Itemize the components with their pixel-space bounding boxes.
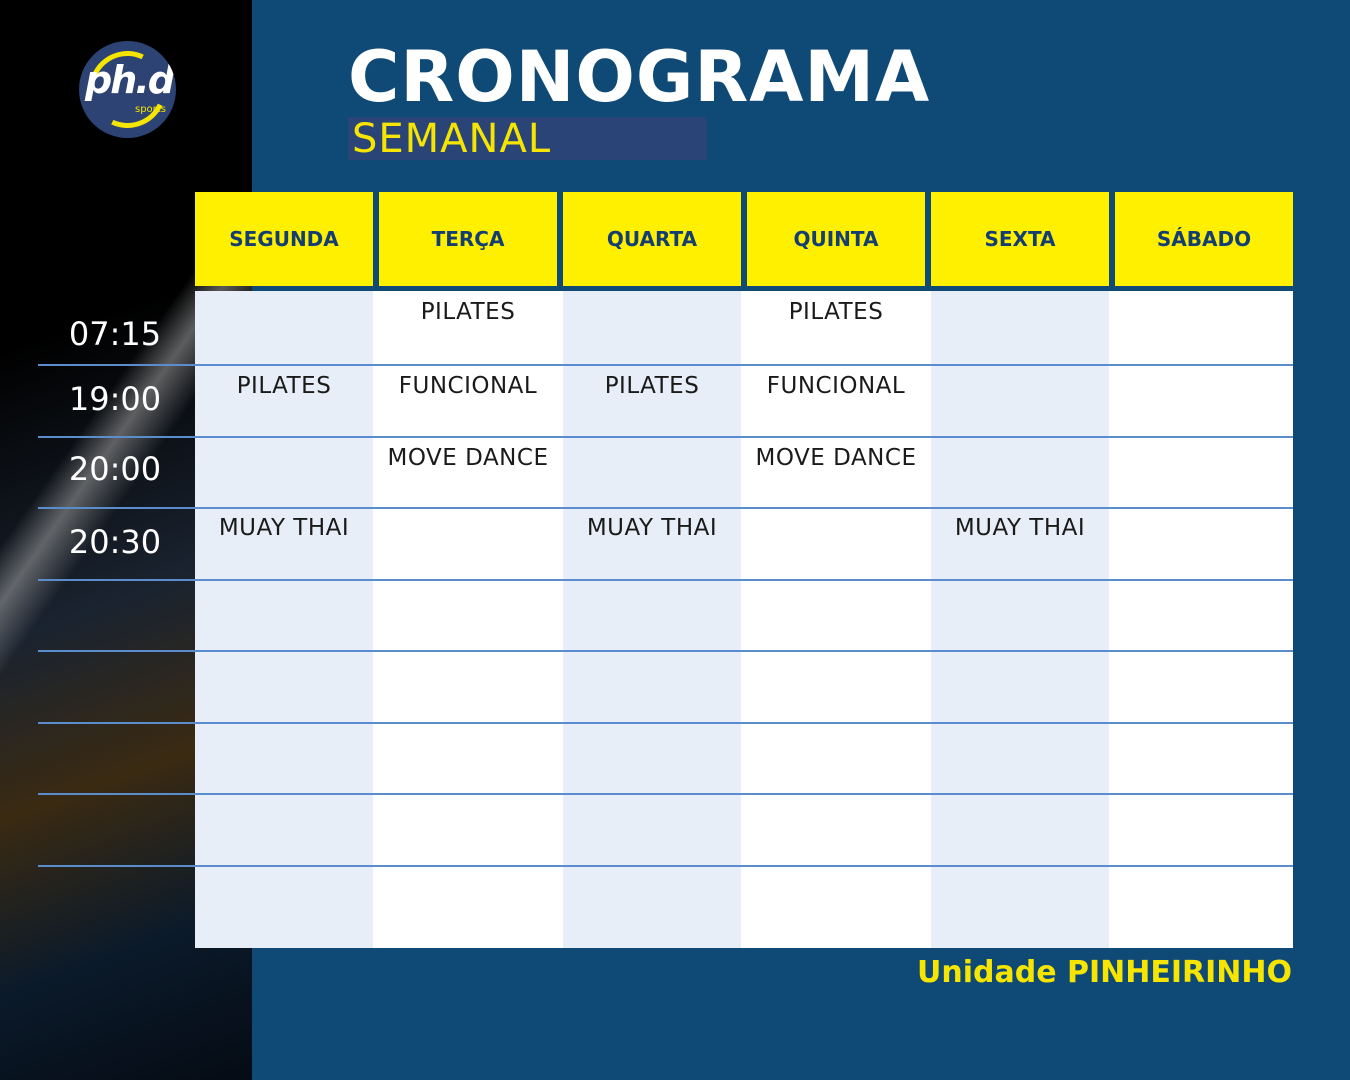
time-label: 20:00 xyxy=(68,450,162,488)
time-label: 19:00 xyxy=(68,380,162,418)
row-divider xyxy=(38,722,1293,724)
class-cell: MUAY THAI xyxy=(586,515,718,541)
class-cell: MOVE DANCE xyxy=(755,445,917,471)
time-label: 07:15 xyxy=(68,315,162,353)
logo-subtext: sports xyxy=(135,104,166,115)
row-divider xyxy=(38,865,1293,867)
day-header-0: SEGUNDA xyxy=(195,192,373,286)
subtitle-background xyxy=(348,117,707,160)
class-cell: MUAY THAI xyxy=(218,515,350,541)
row-divider xyxy=(38,364,1293,366)
class-cell: PILATES xyxy=(420,299,516,325)
unit-label: Unidade PINHEIRINHO xyxy=(917,955,1292,990)
row-divider xyxy=(38,436,1293,438)
page-title: CRONOGRAMA xyxy=(348,36,931,118)
class-cell: FUNCIONAL xyxy=(398,373,538,399)
page-subtitle: SEMANAL xyxy=(352,116,552,162)
day-header-4: SEXTA xyxy=(931,192,1109,286)
phd-sports-logo: ph.d sports xyxy=(79,41,176,138)
row-divider xyxy=(38,579,1293,581)
time-label: 20:30 xyxy=(68,523,162,561)
day-header-1: TERÇA xyxy=(379,192,557,286)
column-shade xyxy=(931,291,1109,948)
column-shade xyxy=(563,291,741,948)
row-divider xyxy=(38,793,1293,795)
column-shade xyxy=(195,291,373,948)
day-header-2: QUARTA xyxy=(563,192,741,286)
class-cell: PILATES xyxy=(604,373,700,399)
day-header-5: SÁBADO xyxy=(1115,192,1293,286)
class-cell: PILATES xyxy=(788,299,884,325)
schedule-table xyxy=(195,291,1293,948)
class-cell: MUAY THAI xyxy=(954,515,1086,541)
day-header-3: QUINTA xyxy=(747,192,925,286)
class-cell: MOVE DANCE xyxy=(387,445,549,471)
class-cell: FUNCIONAL xyxy=(766,373,906,399)
row-divider xyxy=(38,507,1293,509)
logo-text: ph.d xyxy=(85,58,175,102)
row-divider xyxy=(38,650,1293,652)
class-cell: PILATES xyxy=(236,373,332,399)
